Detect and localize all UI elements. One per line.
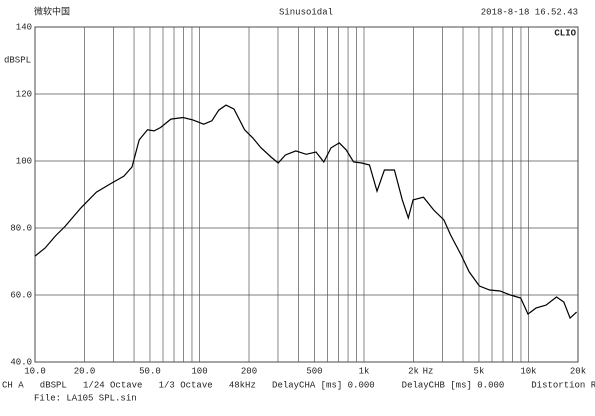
- y-tick-label: 120: [16, 89, 32, 99]
- x-tick-label: 200: [241, 366, 257, 376]
- timestamp: 2018-8-18 16.52.43: [481, 7, 578, 17]
- y-axis-label: dBSPL: [4, 55, 31, 65]
- response-curve: [34, 104, 578, 320]
- x-axis-label: Hz: [423, 366, 434, 376]
- y-tick-label: 60.0: [10, 290, 32, 300]
- file-line: File: LA105 SPL.sin: [34, 393, 137, 403]
- x-tick-label: 100: [191, 366, 207, 376]
- header-left: 微软中国: [34, 5, 70, 17]
- brand: CLIO: [554, 28, 576, 38]
- x-tick-label: 1k: [359, 366, 370, 376]
- x-tick-label: 2k: [408, 366, 419, 376]
- status-line: CH A dBSPL 1/24 Octave 1/3 Octave 48kHz …: [2, 380, 595, 390]
- chart-title: Sinusoidal: [279, 7, 333, 17]
- y-tick-label: 100: [16, 156, 32, 166]
- x-tick-label: 500: [306, 366, 322, 376]
- y-tick-label: 80.0: [10, 223, 32, 233]
- x-tick-label: 10k: [520, 366, 536, 376]
- x-tick-label: 50.0: [139, 366, 161, 376]
- y-tick-label: 140: [16, 22, 32, 32]
- x-tick-label: 10.0: [24, 366, 46, 376]
- x-tick-label: 5k: [474, 366, 485, 376]
- x-tick-label: 20k: [570, 366, 586, 376]
- x-tick-label: 20.0: [74, 366, 96, 376]
- y-tick-label: 40.0: [10, 357, 32, 367]
